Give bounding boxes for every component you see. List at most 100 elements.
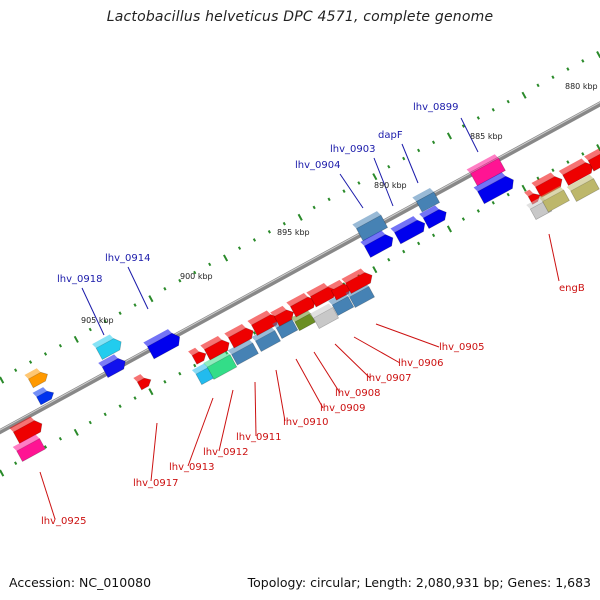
gene-lhv-0907-top bbox=[309, 303, 333, 318]
gene-dapF bbox=[415, 191, 441, 213]
gene-lhv-0910-top bbox=[251, 326, 275, 341]
scale-label: 905 kbp bbox=[81, 316, 114, 325]
inner-tick bbox=[491, 200, 495, 205]
gene-label-lhv_0908: lhv_0908 bbox=[335, 388, 380, 399]
gene-label-lhv_0917: lhv_0917 bbox=[133, 478, 178, 489]
gene-lhv-0912-top bbox=[203, 350, 231, 368]
outer-tick bbox=[43, 352, 48, 356]
gene-lhv-0925 bbox=[16, 438, 46, 462]
outer-tick bbox=[461, 124, 466, 128]
scale-label: 890 kbp bbox=[374, 181, 407, 190]
gene-label-lhv_0909: lhv_0909 bbox=[320, 403, 365, 414]
outer-tick bbox=[58, 343, 63, 348]
outer-tick bbox=[581, 59, 585, 63]
gene-dapF-b bbox=[422, 209, 447, 230]
outer-tick bbox=[357, 181, 361, 185]
gene-lhv-0916-top bbox=[98, 354, 119, 368]
gene-red-small-top bbox=[188, 347, 200, 356]
gene-olive-r bbox=[570, 178, 600, 202]
gene-label-lhv_0905: lhv_0905 bbox=[439, 342, 484, 353]
outer-tick bbox=[327, 197, 331, 202]
outer-tick bbox=[506, 99, 510, 104]
gene-red-h bbox=[562, 162, 594, 186]
inner-tick bbox=[88, 420, 92, 425]
gene-lhv-0899-b-top bbox=[473, 172, 506, 192]
outer-tick bbox=[133, 303, 137, 307]
gene-dapF-top bbox=[412, 187, 434, 202]
leader-lhv_0906 bbox=[353, 336, 401, 364]
outer-tick bbox=[163, 287, 167, 291]
gene-label-lhv_0910: lhv_0910 bbox=[283, 417, 328, 428]
gene-red-left-top bbox=[9, 416, 35, 433]
outer-tick bbox=[237, 246, 242, 250]
outer-tick bbox=[491, 107, 495, 112]
outer-tick bbox=[372, 173, 378, 181]
inner-tick bbox=[402, 249, 406, 254]
gene-lhv-0925-top bbox=[12, 434, 40, 451]
leader-lhv_0909 bbox=[295, 358, 324, 409]
gene-red-b-top bbox=[270, 305, 287, 317]
inner-tick bbox=[372, 266, 378, 274]
kbp-scale-labels: 880 kbp 885 kbp 890 kbp 895 kbp 900 kbp 905 k… bbox=[81, 82, 598, 325]
leader-engB bbox=[548, 233, 560, 282]
genome-stats-text: Topology: circular; Length: 2,080,931 bp… bbox=[247, 575, 591, 590]
gene-lhv-0918 bbox=[95, 338, 122, 360]
scale-label: 895 kbp bbox=[277, 228, 310, 237]
gene-lhv-0905 bbox=[348, 285, 376, 309]
inner-tick bbox=[431, 233, 436, 238]
outer-tick bbox=[536, 83, 540, 88]
outer-tick bbox=[0, 376, 5, 384]
inner-tick bbox=[252, 331, 257, 335]
outer-tick bbox=[551, 75, 555, 80]
outer-tick bbox=[282, 221, 286, 226]
outer-tick bbox=[446, 132, 453, 140]
leader-lhv_0910 bbox=[275, 369, 286, 422]
gene-lhv-0904b-top bbox=[360, 230, 386, 247]
gene-lhv-0910r-top bbox=[224, 323, 246, 338]
gene-label-engB: engB bbox=[559, 283, 585, 294]
inner-tick bbox=[461, 217, 466, 221]
genome-backbone bbox=[0, 101, 600, 435]
inner-tick bbox=[148, 388, 154, 396]
gene-red-f-top bbox=[341, 268, 365, 283]
inner-tick bbox=[118, 404, 122, 409]
scale-label: 885 kbp bbox=[470, 132, 503, 141]
gene-red-h-top bbox=[558, 158, 586, 175]
gene-lhv-0911-top bbox=[227, 338, 253, 355]
gene-label-lhv_0911: lhv_0911 bbox=[236, 432, 281, 443]
outer-tick bbox=[402, 156, 406, 161]
gene-lhv-0911r-top bbox=[200, 335, 222, 350]
gene-labels: lhv_0899dapFlhv_0903lhv_0904lhv_0914lhv_… bbox=[41, 102, 585, 527]
gene-lhv-0910r bbox=[227, 327, 254, 349]
gene-lhv-0904-top bbox=[352, 211, 381, 229]
outer-tick bbox=[252, 238, 257, 242]
inner-tick bbox=[43, 445, 48, 449]
leader-lhv_0899 bbox=[460, 117, 479, 153]
outer-tick bbox=[178, 278, 182, 283]
gene-engB-r-top bbox=[531, 172, 555, 187]
gene-red-edge-top bbox=[584, 148, 600, 161]
leader-lhv_0925 bbox=[39, 471, 56, 520]
gene-label-dapF: dapF bbox=[378, 130, 403, 141]
inner-tick bbox=[103, 412, 107, 417]
gene-blue-top bbox=[32, 387, 48, 397]
inner-tick bbox=[73, 428, 79, 436]
leader-lhv_0918 bbox=[81, 287, 105, 336]
leader-dapF bbox=[401, 143, 419, 184]
leader-lhv_0914 bbox=[127, 266, 149, 310]
inner-tick bbox=[387, 257, 391, 262]
outer-tick bbox=[148, 295, 154, 303]
outer-tick bbox=[312, 205, 316, 210]
inner-tick bbox=[0, 469, 5, 477]
backbone-highlight bbox=[0, 101, 600, 431]
outer-tick bbox=[208, 262, 212, 267]
gene-lhv-0908-top bbox=[290, 309, 311, 322]
inner-tick bbox=[14, 461, 18, 465]
leader-lhv_0911 bbox=[254, 381, 257, 437]
gene-features bbox=[9, 148, 600, 462]
outer-tick bbox=[88, 327, 92, 332]
gene-lhv-0913-top bbox=[191, 363, 209, 375]
inner-tick bbox=[163, 380, 167, 384]
outer-tick bbox=[387, 164, 391, 169]
